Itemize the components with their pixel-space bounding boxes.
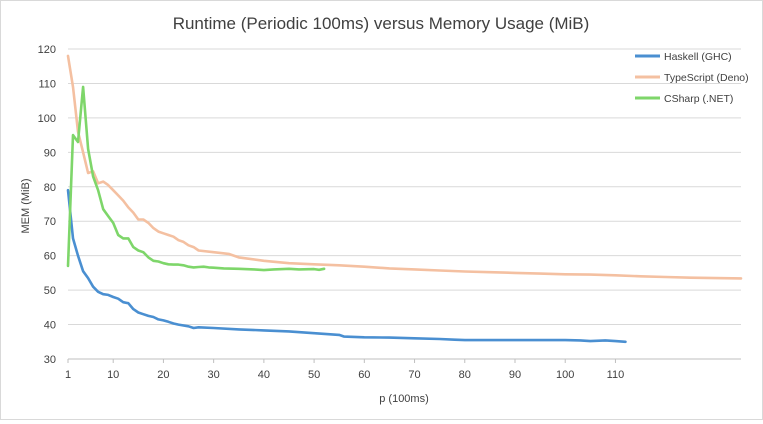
gridlines (68, 48, 741, 360)
y-axis-ticks: 30 40 50 60 70 80 90 100 110 120 (38, 44, 56, 366)
chart-title: Runtime (Periodic 100ms) versus Memory U… (173, 14, 590, 33)
y-tick-label: 80 (44, 182, 56, 194)
x-tick-label: 80 (459, 369, 471, 381)
legend-entry: CSharp (.NET) (664, 93, 733, 105)
x-tick-label: 20 (157, 369, 169, 381)
y-tick-label: 100 (38, 113, 56, 125)
x-tick-label: 60 (358, 369, 370, 381)
series-line-0 (66, 188, 627, 344)
y-tick-label: 30 (44, 354, 56, 366)
legend-entry: TypeScript (Deno) (664, 72, 749, 84)
x-tick-label: 90 (509, 369, 521, 381)
x-tick-label: 40 (258, 369, 270, 381)
y-tick-label: 90 (44, 147, 56, 159)
series-line-1 (66, 54, 743, 280)
x-tick-label: 1 (65, 369, 71, 381)
legend-entry: Haskell (GHC) (664, 51, 732, 63)
y-tick-label: 110 (38, 78, 56, 90)
y-tick-label: 120 (38, 44, 56, 56)
x-tick-label: 100 (556, 369, 574, 381)
x-tick-label: 50 (308, 369, 320, 381)
x-tick-label: 10 (107, 369, 119, 381)
x-tick-label: 30 (208, 369, 220, 381)
y-tick-label: 50 (44, 285, 56, 297)
y-tick-label: 70 (44, 216, 56, 228)
y-tick-label: 60 (44, 251, 56, 263)
y-axis-label: MEM (MiB) (20, 179, 32, 234)
series-lines (66, 54, 743, 344)
y-tick-label: 40 (44, 320, 56, 332)
x-axis-label: p (100ms) (379, 393, 429, 405)
x-tick-label: 70 (408, 369, 420, 381)
x-tick-label: 110 (607, 369, 625, 381)
series-line-2 (66, 85, 326, 272)
x-axis-ticks: 1 10 20 30 40 50 60 70 80 90 100 110 (65, 359, 624, 381)
legend: Haskell (GHC) TypeScript (Deno) CSharp (.N… (635, 51, 749, 105)
